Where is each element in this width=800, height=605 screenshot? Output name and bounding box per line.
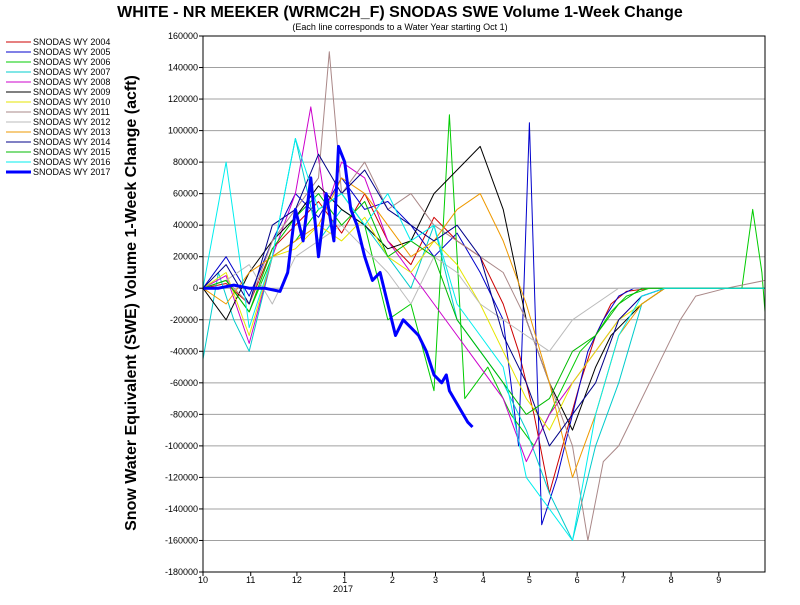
x-tick-label: 8 — [669, 575, 674, 585]
series-lines — [202, 51, 766, 541]
y-tick-label: -80000 — [170, 409, 198, 419]
y-tick-label: 40000 — [173, 220, 198, 230]
legend-label: SNODAS WY 2016 — [33, 157, 110, 167]
series-line-snodas-wy-2014 — [202, 153, 765, 447]
series-line-snodas-wy-2015 — [202, 193, 765, 415]
legend-label: SNODAS WY 2006 — [33, 57, 110, 67]
y-tick-label: -140000 — [165, 504, 198, 514]
x-tick-label: 12 — [292, 575, 302, 585]
x-tick-label: 4 — [481, 575, 486, 585]
y-tick-label: -160000 — [165, 535, 198, 545]
x-tick-label: 5 — [527, 575, 532, 585]
y-tick-label: -100000 — [165, 441, 198, 451]
legend-label: SNODAS WY 2009 — [33, 87, 110, 97]
legend-label: SNODAS WY 2012 — [33, 117, 110, 127]
chart-title: WHITE - NR MEEKER (WRMC2H_F) SNODAS SWE … — [117, 4, 683, 21]
legend-label: SNODAS WY 2015 — [33, 147, 110, 157]
x-axis-year-label: 2017 — [333, 584, 353, 594]
x-tick-label: 11 — [246, 575, 255, 585]
legend-label: SNODAS WY 2010 — [33, 97, 110, 107]
legend-label: SNODAS WY 2005 — [33, 47, 110, 57]
chart-subtitle: (Each line corresponds to a Water Year s… — [292, 22, 507, 32]
x-tick-label: 6 — [575, 575, 580, 585]
legend-label: SNODAS WY 2014 — [33, 137, 110, 147]
y-tick-label: 20000 — [173, 252, 198, 262]
x-tick-label: 2 — [390, 575, 395, 585]
x-axis-ticks: 10 11 12 1 2 3 4 5 6 7 8 9 — [198, 572, 721, 585]
y-axis-ticks: 160000 140000 120000 100000 80000 60000 40000 2… — [165, 31, 203, 577]
legend-label: SNODAS WY 2008 — [33, 77, 110, 87]
legend-label: SNODAS WY 2013 — [33, 127, 110, 137]
y-tick-label: -40000 — [170, 346, 198, 356]
series-line-snodas-wy-2016 — [202, 138, 765, 541]
legend-label: SNODAS WY 2017 — [33, 167, 110, 177]
y-tick-label: 160000 — [168, 31, 198, 41]
x-tick-label: 10 — [198, 575, 208, 585]
x-tick-label: 1 — [342, 575, 347, 585]
plot-frame — [202, 35, 766, 573]
y-tick-label: 60000 — [173, 189, 198, 199]
y-tick-label: -20000 — [170, 315, 198, 325]
y-tick-label: 100000 — [168, 126, 198, 136]
y-tick-label: -180000 — [165, 567, 198, 577]
legend-label: SNODAS WY 2004 — [33, 37, 110, 47]
series-line-snodas-wy-2010 — [202, 216, 765, 431]
x-tick-label: 9 — [716, 575, 721, 585]
y-tick-label: 140000 — [168, 63, 198, 73]
x-tick-label: 7 — [621, 575, 626, 585]
legend-label: SNODAS WY 2007 — [33, 67, 110, 77]
x-tick-label: 3 — [433, 575, 438, 585]
series-line-snodas-wy-2011 — [202, 51, 766, 541]
y-tick-label: -60000 — [170, 378, 198, 388]
y-tick-label: 120000 — [168, 94, 198, 104]
y-tick-label: -120000 — [165, 472, 198, 482]
series-line-snodas-wy-2017 — [203, 144, 474, 429]
series-line-snodas-wy-2013 — [202, 177, 765, 478]
y-tick-label: 80000 — [173, 157, 198, 167]
y-axis-label: Snow Water Equivalent (SWE) Volume 1-Wee… — [123, 75, 140, 531]
y-tick-label: 0 — [193, 283, 198, 293]
legend-label: SNODAS WY 2011 — [33, 107, 110, 117]
